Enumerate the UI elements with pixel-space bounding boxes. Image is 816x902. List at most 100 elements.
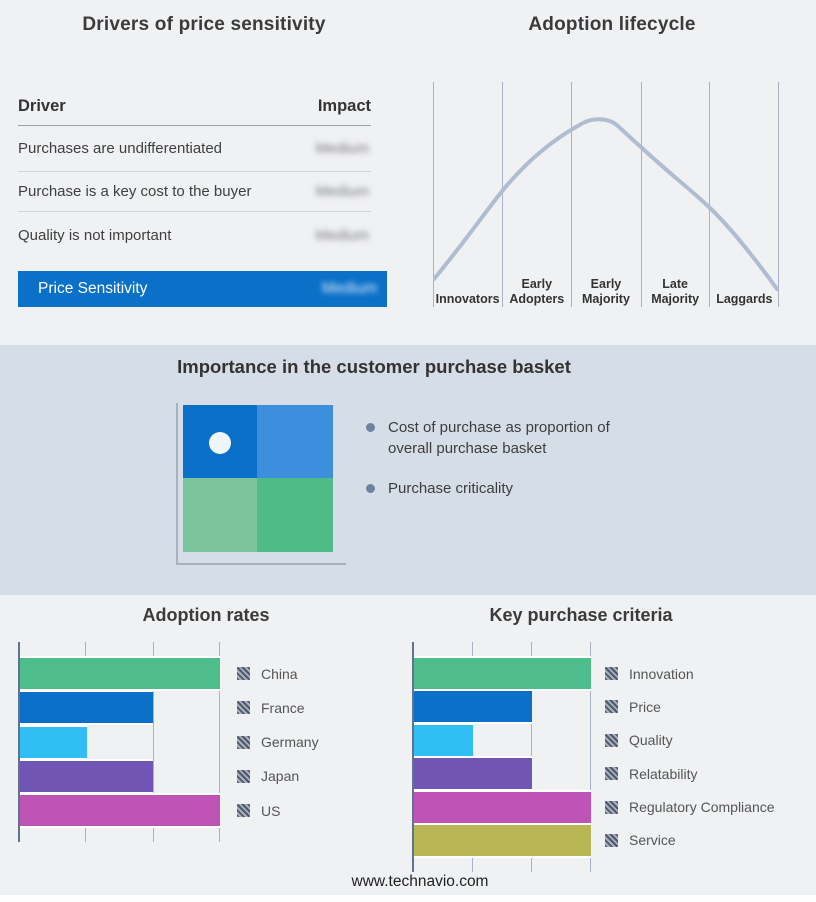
lifecycle-panel-title: Adoption lifecycle bbox=[528, 14, 696, 35]
basket-bullet-list: Cost of purchase as proportion of overal… bbox=[366, 417, 638, 499]
driver-cell: Purchase is a key cost to the buyer bbox=[18, 183, 252, 200]
drivers-table: Driver Impact Purchases are undifferenti… bbox=[18, 88, 371, 258]
adoption-rates-bars bbox=[20, 658, 220, 826]
quadrant-cell-top-right bbox=[257, 405, 333, 478]
adoption-rates-chart bbox=[18, 642, 220, 842]
bar-relatability bbox=[414, 758, 591, 790]
table-row: Quality is not important Medium bbox=[18, 212, 371, 258]
summary-impact-blurred: Medium bbox=[321, 280, 377, 297]
legend-item: Germany bbox=[237, 727, 319, 758]
legend-item: Quality bbox=[605, 725, 775, 756]
legend-label: Quality bbox=[629, 732, 673, 749]
bar-fill bbox=[414, 691, 532, 723]
bar-regulatory-compliance bbox=[414, 791, 591, 823]
impact-column-header: Impact bbox=[317, 97, 371, 115]
adoption-rates-legend: China France Germany Japan US bbox=[237, 658, 319, 826]
bar-fill bbox=[20, 726, 87, 758]
adoption-rates-title: Adoption rates bbox=[142, 605, 270, 625]
bar-fill bbox=[414, 658, 591, 689]
legend-item: Japan bbox=[237, 761, 319, 792]
legend-item: France bbox=[237, 692, 319, 723]
bar-fill bbox=[20, 795, 220, 826]
bar-fill bbox=[20, 692, 154, 724]
position-marker-dot bbox=[209, 432, 231, 454]
bullet-text: Purchase criticality bbox=[388, 480, 514, 497]
bottom-charts-section: Adoption rates Key purchase criteria Chi… bbox=[0, 595, 816, 902]
bar-china bbox=[20, 658, 220, 689]
website-url: www.technavio.com bbox=[351, 873, 489, 890]
bar-innovation bbox=[414, 658, 591, 689]
stage-label-early-majority: Early Majority bbox=[582, 277, 630, 306]
quadrant-cell-bottom-left bbox=[183, 478, 257, 552]
bar-us bbox=[20, 795, 220, 826]
basket-section-title: Importance in the customer purchase bask… bbox=[177, 356, 571, 377]
legend-label: Price bbox=[629, 698, 661, 715]
quadrant-cell-bottom-right bbox=[257, 478, 333, 552]
hatched-swatch-icon bbox=[237, 701, 250, 715]
list-item: Purchase criticality bbox=[366, 478, 638, 499]
gridline bbox=[152, 642, 154, 842]
driver-column-header: Driver bbox=[18, 97, 66, 115]
quadrant-x-axis bbox=[176, 563, 346, 565]
impact-cell-blurred: Medium bbox=[315, 140, 369, 157]
legend-label: Service bbox=[629, 832, 676, 849]
legend-label: Relatability bbox=[629, 765, 698, 782]
gridline bbox=[590, 642, 591, 872]
drivers-table-header: Driver Impact bbox=[18, 88, 371, 126]
hatched-swatch-icon bbox=[605, 767, 618, 781]
drivers-of-price-sensitivity-panel: Drivers of price sensitivity Driver Impa… bbox=[0, 0, 408, 345]
bar-japan bbox=[20, 760, 220, 792]
quadrant-cell-top-left bbox=[183, 405, 257, 478]
legend-label: US bbox=[261, 802, 281, 819]
bottom-white-strip bbox=[0, 895, 816, 902]
stage-label-laggards: Laggards bbox=[716, 291, 773, 306]
bar-fill bbox=[20, 658, 220, 689]
y-axis-line bbox=[412, 642, 414, 872]
legend-item: Innovation bbox=[605, 658, 775, 689]
hatched-swatch-icon bbox=[605, 667, 618, 680]
key-purchase-criteria-bars bbox=[414, 658, 591, 856]
table-row: Purchase is a key cost to the buyer Medi… bbox=[18, 172, 371, 212]
quadrant-y-axis bbox=[176, 403, 178, 565]
legend-item: China bbox=[237, 658, 319, 689]
legend-label: China bbox=[261, 665, 298, 682]
summary-row-label: Price Sensitivity bbox=[38, 280, 148, 297]
legend-label: Regulatory Compliance bbox=[629, 799, 775, 816]
legend-label: France bbox=[261, 699, 305, 716]
legend-label: Germany bbox=[261, 734, 319, 750]
key-purchase-criteria-chart bbox=[412, 642, 591, 872]
bar-france bbox=[20, 692, 220, 724]
hatched-swatch-icon bbox=[237, 735, 250, 749]
key-purchase-criteria-legend: Innovation Price Quality Relatability Regula… bbox=[605, 658, 775, 856]
impact-cell-blurred: Medium bbox=[315, 183, 369, 200]
bar-fill bbox=[414, 724, 473, 756]
bar-fill bbox=[20, 760, 154, 792]
bell-curve-line bbox=[433, 117, 779, 291]
key-purchase-criteria-title: Key purchase criteria bbox=[489, 605, 673, 625]
bullet-icon bbox=[366, 423, 375, 432]
table-row: Purchases are undifferentiated Medium bbox=[18, 126, 371, 172]
hatched-swatch-icon bbox=[605, 800, 618, 814]
stage-label-innovators: Innovators bbox=[435, 291, 500, 306]
bar-fill bbox=[414, 824, 591, 856]
lifecycle-stage-labels: Innovators Early Adopters Early Majority La… bbox=[433, 270, 779, 308]
drivers-panel-title: Drivers of price sensitivity bbox=[82, 14, 326, 35]
gridline bbox=[531, 642, 533, 872]
driver-cell: Purchases are undifferentiated bbox=[18, 140, 223, 157]
gridline bbox=[219, 642, 220, 842]
bar-quality bbox=[414, 724, 591, 756]
adoption-lifecycle-panel: Adoption lifecycle Innovators Early Adopt… bbox=[408, 0, 816, 345]
price-sensitivity-summary-row: Price Sensitivity Medium bbox=[18, 271, 387, 307]
driver-cell: Quality is not important bbox=[18, 226, 172, 244]
bar-fill bbox=[414, 758, 532, 790]
hatched-swatch-icon bbox=[237, 804, 250, 817]
y-axis-line bbox=[18, 642, 20, 842]
bullet-text: Cost of purchase as proportion of overal… bbox=[388, 419, 610, 457]
legend-item: US bbox=[237, 795, 319, 826]
legend-item: Regulatory Compliance bbox=[605, 792, 775, 823]
hatched-swatch-icon bbox=[605, 700, 618, 714]
purchase-basket-section: Importance in the customer purchase bask… bbox=[0, 345, 816, 595]
hatched-swatch-icon bbox=[237, 769, 250, 783]
gridline bbox=[471, 642, 473, 872]
importance-quadrant-chart bbox=[183, 405, 333, 552]
